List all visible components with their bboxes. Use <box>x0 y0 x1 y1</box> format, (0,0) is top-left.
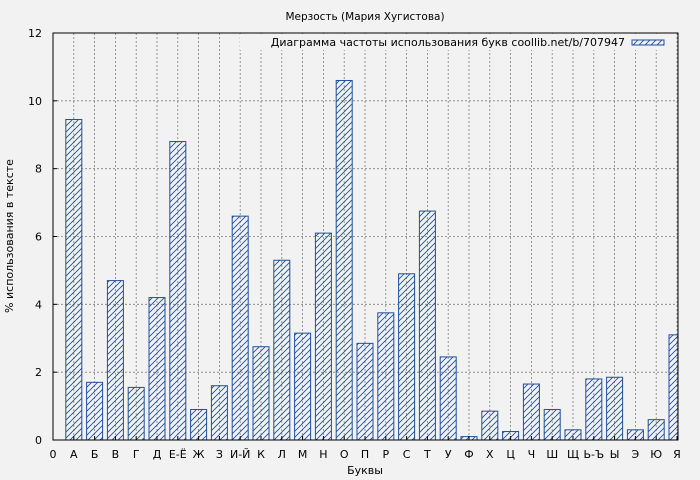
x-tick-label: Ф <box>464 448 473 461</box>
bar <box>356 342 374 441</box>
x-tick-label: Э <box>632 448 640 461</box>
bar <box>169 141 187 441</box>
bars <box>65 79 679 441</box>
bar <box>65 118 83 441</box>
x-tick-label: Ц <box>506 448 515 461</box>
bar <box>294 332 312 441</box>
y-tick-label: 4 <box>35 298 42 311</box>
x-tick-label: З <box>216 448 223 461</box>
bar <box>418 210 436 441</box>
bar <box>106 280 124 441</box>
x-tick-label: Е-Ё <box>169 448 187 461</box>
bar <box>543 408 561 441</box>
x-tick-label: К <box>257 448 265 461</box>
bar <box>148 297 166 441</box>
x-tick-label: У <box>445 448 452 461</box>
legend-background <box>240 34 676 50</box>
y-tick-label: 8 <box>35 163 42 176</box>
x-tick-label: Я <box>673 448 681 461</box>
bar <box>273 259 291 441</box>
chart-title: Мерзость (Мария Хугистова) <box>285 11 444 23</box>
x-tick-label: М <box>298 448 308 461</box>
y-tick-label: 0 <box>35 434 42 447</box>
x-tick-label: Г <box>133 448 140 461</box>
bar <box>522 383 540 441</box>
bar <box>314 232 332 441</box>
y-axis-label: % использования в тексте <box>3 159 16 313</box>
bar <box>231 215 249 441</box>
bar <box>190 408 208 441</box>
y-tick-label: 10 <box>28 95 42 108</box>
x-tick-label: С <box>403 448 411 461</box>
plot-frame <box>52 32 679 441</box>
bar <box>127 386 145 441</box>
y-tick-label: 12 <box>28 27 42 40</box>
x-tick-label: Н <box>319 448 327 461</box>
bar <box>439 356 457 441</box>
x-tick-label: Т <box>423 448 431 461</box>
x-tick-label: Х <box>486 448 494 461</box>
bar <box>210 385 228 441</box>
x-tick-label: Б <box>91 448 99 461</box>
bar <box>252 346 270 441</box>
x-tick-label: Ы <box>610 448 620 461</box>
x-tick-label: Ч <box>528 448 536 461</box>
x-tick-label: Ш <box>546 448 558 461</box>
x-tick-label: Ь-Ъ <box>583 448 604 461</box>
x-tick-label: А <box>70 448 78 461</box>
bar <box>86 381 104 441</box>
x-axis-label: Буквы <box>347 464 383 477</box>
x-tick-label: Ю <box>650 448 662 461</box>
bar <box>606 376 624 441</box>
bar <box>398 273 416 441</box>
x-tick-label: О <box>340 448 349 461</box>
x-tick-label: Р <box>382 448 389 461</box>
x-tick-label: Ж <box>193 448 205 461</box>
x-tick-label: Щ <box>567 448 579 461</box>
x-tick-label: 0 <box>50 448 57 461</box>
legend-label: Диаграмма частоты использования букв coo… <box>271 36 625 49</box>
y-tick-label: 2 <box>35 366 42 379</box>
legend-swatch <box>631 39 665 46</box>
bar <box>668 334 679 441</box>
x-tick-label: Д <box>153 448 162 461</box>
bar <box>377 312 395 441</box>
y-tick-label: 6 <box>35 231 42 244</box>
bar <box>585 378 603 441</box>
bar <box>481 410 499 441</box>
x-tick-label: Л <box>278 448 286 461</box>
x-tick-label: П <box>361 448 369 461</box>
x-axis-ticks: 0 А Б В Г Д Е-Ё Ж З И-Й К Л М Н О П Р С Т У Ф Х Ц Ч Ш Щ Ь-Ъ Ы Э Ю Я <box>50 436 681 461</box>
x-tick-label: В <box>112 448 120 461</box>
x-tick-label: И-Й <box>230 448 250 461</box>
bar <box>335 79 353 441</box>
legend: Диаграмма частоты использования букв coo… <box>240 34 676 50</box>
